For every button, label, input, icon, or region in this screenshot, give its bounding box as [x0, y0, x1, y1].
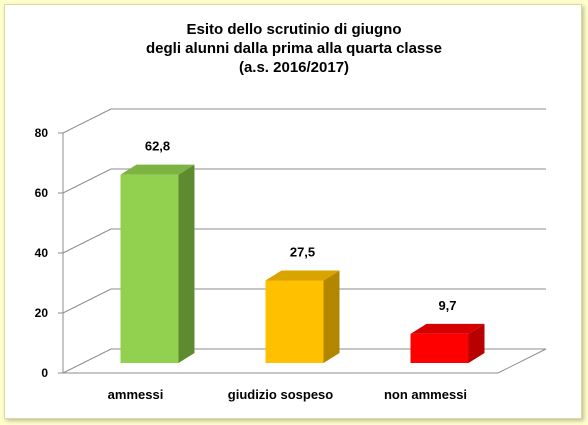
bar-side: [178, 164, 195, 363]
data-label: 9,7: [438, 298, 456, 313]
x-category-label: non ammessi: [384, 387, 467, 402]
chart-title-line-2: degli alunni dalla prima alla quarta cla…: [146, 40, 442, 57]
bar: [410, 333, 469, 363]
y-tick-label: 80: [35, 126, 49, 140]
bar-top: [410, 323, 485, 334]
gridline-diagonal: [62, 228, 112, 254]
chart-floor: [62, 348, 547, 374]
y-tick-label: 0: [41, 366, 48, 380]
bar-side: [468, 323, 485, 363]
chart-title-line-3: (a.s. 2016/2017): [238, 59, 350, 76]
bar: [265, 280, 324, 363]
chart-title-line-1: Esito dello scrutinio di giugno: [186, 21, 402, 38]
y-tick-label: 40: [35, 246, 49, 260]
data-label: 27,5: [290, 245, 315, 260]
x-category-label: giudizio sospeso: [228, 387, 334, 402]
bar-top: [265, 270, 340, 281]
gridline-diagonal: [62, 288, 112, 314]
gridline-diagonal: [62, 108, 112, 134]
x-category-label: ammessi: [108, 387, 164, 402]
y-tick-label: 60: [35, 186, 49, 200]
bar-top: [120, 164, 195, 175]
gridline-diagonal: [62, 168, 112, 194]
bar-side: [323, 270, 340, 363]
bar: [120, 174, 179, 363]
data-label: 62,8: [145, 139, 170, 154]
y-tick-label: 20: [35, 306, 49, 320]
